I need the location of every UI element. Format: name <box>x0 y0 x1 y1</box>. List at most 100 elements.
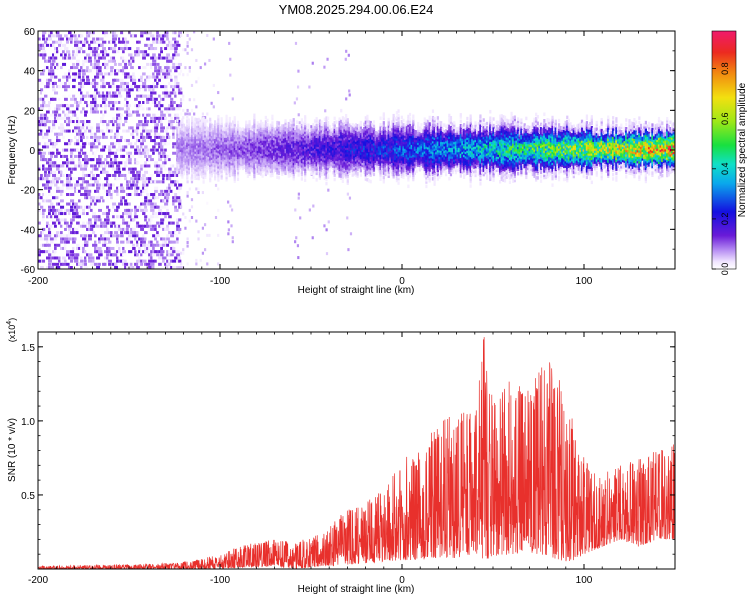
spectrogram-cell <box>304 119 307 124</box>
spectrogram-cell <box>166 34 169 38</box>
spectrogram-cell <box>179 161 182 166</box>
spectrogram-cell <box>345 161 348 166</box>
spectrogram-cell <box>84 205 87 209</box>
spectrogram-cell <box>50 129 54 133</box>
spectrogram-cell <box>184 167 187 172</box>
spectrogram-cell <box>348 140 351 145</box>
spectrogram-cell <box>160 224 164 228</box>
spectrogram-cell <box>250 126 253 131</box>
spectrogram-cell <box>104 97 108 101</box>
spectrogram-cell <box>338 152 341 156</box>
spectrogram-cell <box>98 43 102 47</box>
spectrogram-cell <box>52 196 56 200</box>
spectrogram-cell <box>299 143 302 147</box>
spectrogram-cell <box>345 172 348 177</box>
spectrogram-cell <box>182 98 185 102</box>
spectrogram-cell <box>100 129 104 133</box>
spectrogram-cell <box>259 121 263 126</box>
spectrogram-cell <box>150 34 155 38</box>
spectrogram-cell <box>40 212 43 216</box>
spectrogram-cell <box>228 156 231 160</box>
spectrogram-cell <box>305 142 308 146</box>
spectrogram-cell <box>158 50 161 54</box>
spectrogram-cell <box>124 97 128 101</box>
spectrogram-cell <box>271 132 274 136</box>
spectrogram-cell <box>138 88 141 92</box>
spectrogram-cell <box>225 143 228 147</box>
spectrogram-cell <box>134 183 139 187</box>
spectrogram-cell <box>144 183 149 187</box>
spectrogram-cell <box>290 129 294 133</box>
spectrogram-cell <box>310 171 313 176</box>
spectrogram-cell <box>258 136 261 140</box>
spectrogram-cell <box>228 171 231 175</box>
spectrogram-cell <box>86 186 89 190</box>
spectrogram-cell <box>217 169 220 173</box>
spectrogram-cell <box>228 140 231 145</box>
spectrogram-cell <box>253 135 256 139</box>
spectrogram-cell <box>245 170 248 175</box>
spectrogram-cell <box>128 215 132 219</box>
spectrogram-cell <box>223 156 227 160</box>
spectrogram-cell <box>56 167 60 171</box>
spectrogram-cell <box>126 129 130 133</box>
spectrogram-cell <box>90 107 93 111</box>
spectrogram-cell <box>166 250 169 254</box>
spectrogram-cell <box>349 137 353 142</box>
spectrogram-cell <box>261 169 264 174</box>
spectrogram-cell <box>200 139 204 143</box>
spectrogram-cell <box>88 31 92 35</box>
spectrogram-cell <box>349 144 353 148</box>
spectrogram-cell <box>276 127 279 131</box>
spectrogram-cell <box>152 266 155 269</box>
spectrogram-cell <box>328 131 331 136</box>
spectrogram-cell <box>228 151 231 156</box>
spectrogram-cell <box>76 186 79 190</box>
spectrogram-cell <box>289 138 292 143</box>
spectrogram-cell <box>312 155 315 160</box>
spectrogram-cell <box>258 151 261 156</box>
spectrogram-cell <box>186 33 189 37</box>
spectrogram-cell <box>158 94 161 98</box>
spectrogram-cell <box>150 120 154 124</box>
spectrogram-cell <box>263 148 266 152</box>
spectrogram-cell <box>268 157 271 161</box>
spectrogram-cell <box>318 163 322 167</box>
spectrogram-cell <box>106 113 111 117</box>
spectrogram-cell <box>50 256 53 260</box>
spectrogram-cell <box>222 138 225 142</box>
spectrogram-cell <box>264 157 267 161</box>
spectrogram-cell <box>100 116 104 120</box>
spectrogram-cell <box>64 120 67 124</box>
spectrogram-cell <box>217 123 220 128</box>
spectrogram-cell <box>76 189 79 193</box>
spectrogram-cell <box>122 212 125 216</box>
spectrogram-cell <box>325 164 328 168</box>
spectrogram-cell <box>106 193 110 197</box>
spectrogram-cell <box>186 191 189 195</box>
spectrogram-cell <box>38 151 42 155</box>
spectrogram-cell <box>266 127 269 131</box>
spectrogram-cell <box>82 100 86 104</box>
spectrogram-cell <box>64 208 67 212</box>
spectrogram-cell <box>70 66 74 70</box>
spectrogram-cell <box>194 124 197 128</box>
spectrogram-cell <box>86 81 91 85</box>
spectrogram-cell <box>50 161 53 165</box>
spectrogram-cell <box>182 48 185 52</box>
spectrogram-cell <box>250 155 253 159</box>
spectrogram-cell <box>228 132 231 136</box>
spectrogram-cell <box>266 123 269 127</box>
spectrogram-cell <box>300 159 304 164</box>
spectrogram-cell <box>277 156 281 160</box>
spectrogram-cell <box>186 31 189 34</box>
spectrogram-cell <box>68 256 71 260</box>
spectrogram-cell <box>251 134 254 138</box>
spectrogram-cell <box>108 234 112 238</box>
spectrogram-cell <box>199 126 202 130</box>
spectrogram-cell <box>126 186 129 190</box>
spectrogram-cell <box>96 85 99 89</box>
spectrogram-cell <box>170 189 173 193</box>
spectrogram-cell <box>164 199 168 203</box>
spectrogram-cell <box>78 47 81 51</box>
